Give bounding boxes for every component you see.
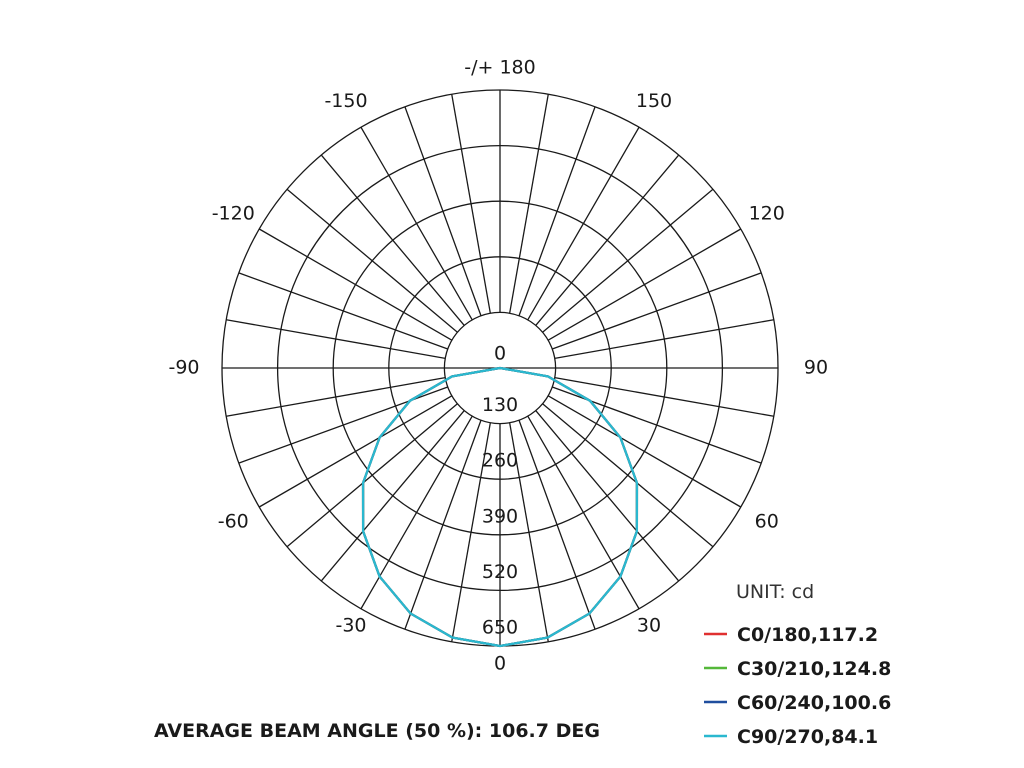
angle-label: 150	[636, 90, 672, 112]
grid-spoke	[552, 272, 762, 350]
grid-spoke	[554, 319, 774, 359]
grid-spoke	[552, 386, 762, 464]
angle-label: -90	[168, 357, 199, 379]
grid-spoke	[238, 272, 448, 350]
ring-label: 0	[494, 343, 506, 365]
angle-label: 120	[749, 203, 785, 225]
angle-label: -/+ 180	[464, 57, 535, 79]
grid-spoke	[451, 422, 491, 642]
grid-spoke	[360, 126, 473, 321]
grid-spoke	[535, 154, 680, 326]
angle-label: 0	[494, 653, 506, 675]
grid-spoke	[547, 395, 742, 508]
grid-spoke	[527, 126, 640, 321]
grid-spoke	[518, 106, 596, 316]
grid-spoke	[547, 228, 742, 341]
ring-label: 130	[482, 394, 518, 416]
grid-spoke	[542, 188, 714, 333]
legend-entry: C30/210,124.8	[737, 658, 891, 680]
legend-entry: C0/180,117.2	[737, 624, 878, 646]
grid-spoke	[258, 228, 453, 341]
angle-label: -30	[335, 615, 366, 637]
grid-spoke	[286, 188, 458, 333]
grid-spoke	[226, 319, 446, 359]
grid-spoke	[286, 403, 458, 548]
beam-angle-caption: AVERAGE BEAM ANGLE (50 %): 106.7 DEG	[154, 720, 600, 742]
angle-label: -120	[212, 203, 255, 225]
ring-label: 260	[482, 450, 518, 472]
ring-label: 520	[482, 561, 518, 583]
grid-spoke	[320, 410, 465, 582]
grid-spoke	[518, 420, 596, 630]
angle-label: -150	[324, 90, 367, 112]
grid-spoke	[258, 395, 453, 508]
angle-labels: -/+ 180 -150 150 -120 120 -90 90 -60 60 -30 30 0	[168, 57, 828, 675]
intensity-curves	[361, 366, 639, 648]
grid-spoke	[451, 94, 491, 314]
legend-entry: C60/240,100.6	[737, 692, 891, 714]
legend-entry: C90/270,84.1	[737, 726, 878, 748]
grid-spoke	[535, 410, 680, 582]
grid-spoke	[404, 420, 482, 630]
angle-label: 90	[804, 357, 828, 379]
ring-labels: 0 130 260 390 520 650	[482, 343, 518, 639]
angle-label: 30	[637, 615, 661, 637]
ring-label: 650	[482, 617, 518, 639]
legend: C0/180,117.2 C30/210,124.8 C60/240,100.6 C9…	[704, 624, 891, 748]
grid-spoke	[238, 386, 448, 464]
angle-label: 60	[755, 511, 779, 533]
grid-spoke	[509, 94, 549, 314]
grid-spoke	[404, 106, 482, 316]
unit-label: UNIT: cd	[736, 581, 814, 603]
grid-spoke	[509, 422, 549, 642]
ring-label: 390	[482, 505, 518, 527]
grid-spoke	[542, 403, 714, 548]
grid-spoke	[226, 377, 446, 417]
angle-label: -60	[218, 511, 249, 533]
grid-spoke	[554, 377, 774, 417]
series-curve-3	[361, 366, 639, 648]
grid-spoke	[320, 154, 465, 326]
